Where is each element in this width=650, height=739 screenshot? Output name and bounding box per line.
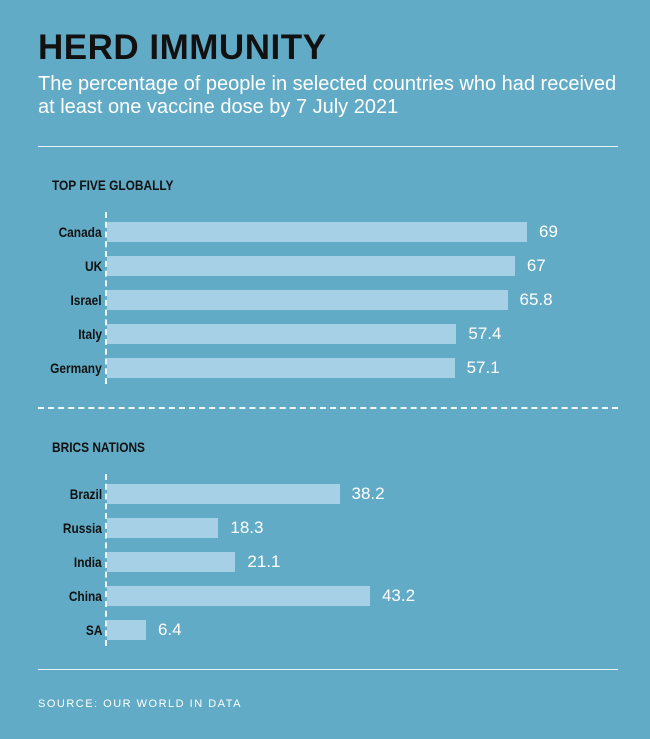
bar bbox=[107, 358, 455, 378]
bar bbox=[107, 256, 515, 276]
data-label: 18.3 bbox=[230, 518, 264, 537]
bar-row: Italy 57.4 bbox=[0, 324, 650, 344]
bar bbox=[107, 620, 146, 640]
data-label: 67 bbox=[526, 256, 546, 275]
category-label: Brazil bbox=[69, 486, 102, 502]
data-label: 38.2 bbox=[351, 484, 385, 503]
category-label: Israel bbox=[70, 292, 102, 308]
bar bbox=[107, 222, 527, 242]
bar bbox=[107, 484, 340, 504]
data-label: 57.1 bbox=[466, 358, 500, 377]
axis-line-top-five bbox=[105, 212, 107, 384]
bottom-divider bbox=[38, 669, 618, 670]
category-label: China bbox=[68, 588, 102, 604]
category-label: UK bbox=[84, 258, 102, 274]
data-label: 43.2 bbox=[381, 586, 416, 605]
bar bbox=[107, 586, 370, 606]
category-label: SA bbox=[85, 622, 102, 638]
bar bbox=[107, 290, 508, 310]
source-note: SOURCE: OUR WORLD IN DATA bbox=[38, 698, 242, 710]
bar-row: Russia 18.3 bbox=[0, 518, 650, 538]
category-label: India bbox=[74, 554, 102, 570]
chart-subtitle: The percentage of people in selected cou… bbox=[38, 73, 617, 118]
axis-line-brics bbox=[105, 474, 107, 646]
bar-row: UK 67 bbox=[0, 256, 650, 276]
data-label: 6.4 bbox=[157, 620, 182, 639]
data-label: 69 bbox=[539, 222, 558, 241]
bar bbox=[107, 518, 219, 538]
section-divider bbox=[38, 407, 618, 409]
bar-row: Israel 65.8 bbox=[0, 290, 650, 310]
category-label: Canada bbox=[59, 224, 102, 240]
category-label: Russia bbox=[62, 520, 102, 536]
section-label-top-five: TOP FIVE GLOBALLY bbox=[52, 177, 174, 193]
bar-row: Germany 57.1 bbox=[0, 358, 650, 378]
bar-row: India 21.1 bbox=[0, 552, 650, 572]
bar-row: Brazil 38.2 bbox=[0, 484, 650, 504]
data-label: 57.4 bbox=[468, 324, 502, 343]
category-label: Italy bbox=[78, 326, 102, 342]
section-label-brics: BRICS NATIONS bbox=[52, 439, 146, 455]
chart-title: HERD IMMUNITY bbox=[38, 28, 327, 67]
data-label: 21.1 bbox=[247, 552, 281, 571]
top-divider bbox=[38, 146, 618, 147]
bar-row: SA 6.4 bbox=[0, 620, 650, 640]
bar-row: Canada 69 bbox=[0, 222, 650, 242]
bar-row: China 43.2 bbox=[0, 586, 650, 606]
data-label: 65.8 bbox=[519, 290, 553, 309]
bar bbox=[107, 324, 457, 344]
category-label: Germany bbox=[50, 360, 102, 376]
bar bbox=[107, 552, 236, 572]
